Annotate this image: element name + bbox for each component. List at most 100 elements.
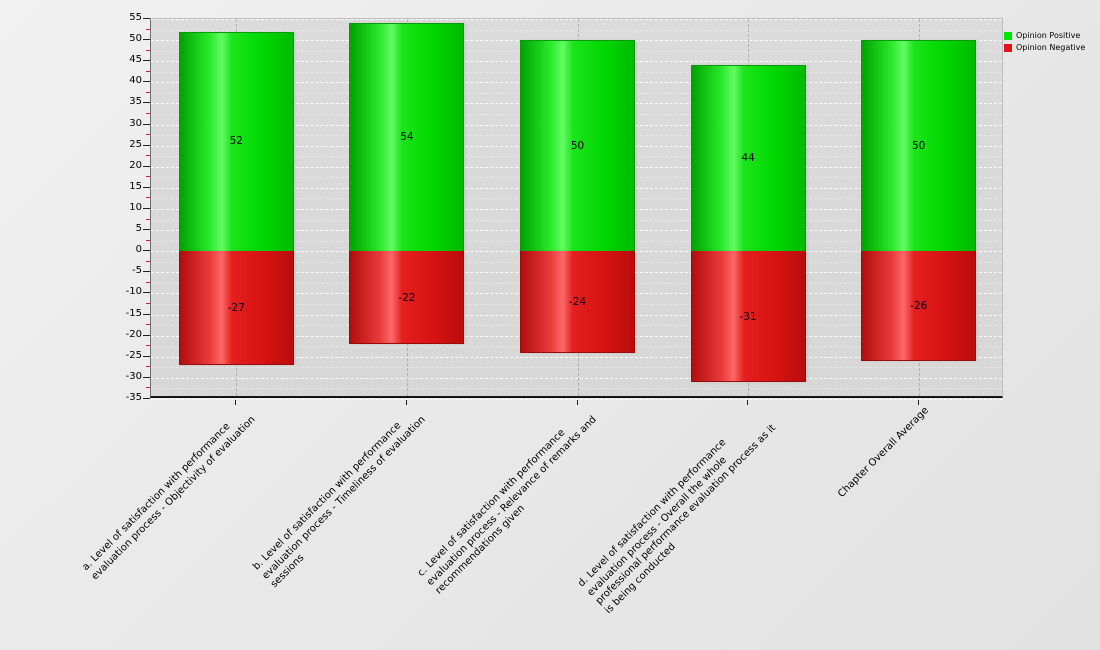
y-axis-tick-label: -30 (125, 370, 142, 382)
y-minor-gridline (151, 388, 1002, 390)
plot-area: 52 -27 54 -22 50 -24 44 -31 50 -26 (150, 18, 1003, 400)
y-gridline (151, 399, 1002, 400)
y-axis-tick (143, 313, 150, 315)
legend-item: Opinion Negative (1004, 43, 1085, 52)
chart-legend: Opinion Positive Opinion Negative (1004, 31, 1085, 55)
legend-item-label: Opinion Negative (1016, 43, 1086, 52)
y-axis-tick (143, 60, 150, 62)
category-label: d. Level of satisfaction with performanc… (575, 422, 778, 616)
bar-value-label: -26 (910, 300, 928, 313)
bar-positive (861, 40, 977, 252)
y-minor-tick (146, 260, 150, 262)
y-axis-tick-label: -10 (125, 286, 142, 298)
bar-value-label: -22 (398, 291, 416, 304)
legend-item-label: Opinion Positive (1016, 31, 1081, 40)
y-minor-tick (146, 70, 150, 72)
y-gridline (151, 19, 1002, 20)
y-axis-tick (143, 334, 150, 336)
y-axis-tick-label: 5 (135, 223, 142, 235)
y-axis-tick-label: 45 (129, 54, 142, 66)
y-minor-tick (146, 197, 150, 199)
y-minor-tick (146, 239, 150, 241)
y-axis-tick-label: 55 (129, 12, 142, 23)
y-minor-tick (146, 387, 150, 389)
y-axis-tick-label: 0 (135, 244, 142, 256)
x-axis-tick (747, 400, 749, 405)
x-axis-tick (405, 400, 407, 405)
y-minor-tick (146, 345, 150, 347)
y-minor-tick (146, 113, 150, 114)
y-axis-tick (143, 355, 150, 357)
legend-swatch (1004, 43, 1012, 52)
bar-negative (690, 251, 806, 383)
y-minor-tick (146, 176, 150, 178)
y-axis-tick-label: -20 (125, 328, 142, 340)
category-label: Chapter Overall Average (835, 405, 931, 500)
y-gridline (151, 377, 1002, 379)
legend-item: Opinion Positive (1004, 31, 1085, 40)
bar-negative (178, 251, 294, 366)
bar-positive (349, 23, 465, 252)
category-label: a. Level of satisfaction with performanc… (80, 413, 257, 582)
y-axis-tick (143, 102, 150, 104)
legend-swatch (1004, 31, 1012, 40)
bar-value-label: 54 (400, 131, 414, 144)
y-minor-gridline (151, 29, 1002, 31)
y-minor-tick (146, 281, 150, 283)
y-minor-tick (146, 91, 150, 93)
y-axis-tick (143, 18, 150, 19)
y-axis-tick (143, 376, 150, 378)
y-minor-tick (146, 366, 150, 368)
y-axis-tick-label: 40 (129, 75, 142, 87)
x-axis-tick (576, 400, 578, 405)
y-axis-tick-label: 50 (129, 33, 142, 45)
y-axis-tick (143, 81, 150, 83)
bar-value-label: 50 (570, 139, 585, 152)
bar-value-label: 44 (741, 152, 755, 165)
bar-positive (178, 31, 294, 252)
y-axis-tick (143, 250, 150, 252)
y-axis-tick (143, 144, 150, 146)
y-minor-tick (146, 303, 150, 304)
y-axis-tick-label: 25 (129, 138, 142, 150)
y-axis-tick-label: -15 (125, 307, 142, 319)
bar-positive (520, 40, 635, 252)
x-axis-tick (917, 400, 919, 405)
y-axis-tick (143, 123, 150, 125)
category-label: b. Level of satisfaction with performanc… (251, 413, 428, 591)
y-axis-tick (143, 208, 150, 209)
y-axis-tick-label: 35 (129, 96, 142, 108)
y-axis-tick-label: 15 (129, 180, 142, 192)
y-axis-tick (143, 165, 150, 167)
y-axis-tick (143, 186, 150, 188)
y-minor-tick (146, 49, 150, 51)
y-axis-tick (143, 229, 150, 231)
category-label: c. Level of satisfaction with performanc… (415, 413, 599, 597)
bar-negative (349, 251, 465, 345)
bar-value-label: -31 (739, 310, 757, 323)
bar-value-label: 50 (912, 139, 926, 152)
y-minor-tick (146, 134, 150, 136)
y-gridline (151, 356, 1002, 358)
y-axis-tick (143, 39, 150, 41)
y-minor-tick (146, 155, 150, 157)
y-axis-tick (143, 292, 150, 294)
y-axis-tick-label: 20 (129, 159, 142, 171)
bar-value-label: -24 (568, 295, 587, 308)
y-minor-tick (146, 218, 150, 220)
y-axis-tick-label: -25 (125, 349, 142, 361)
y-minor-tick (146, 28, 150, 30)
y-axis-tick-label: -35 (125, 392, 142, 403)
y-axis-tick (143, 398, 150, 399)
y-minor-gridline (151, 367, 1002, 369)
y-axis-tick-label: 30 (129, 117, 142, 129)
bar-negative (520, 251, 635, 353)
y-axis-tick-label: -5 (132, 265, 142, 277)
bar-negative (861, 251, 977, 361)
y-minor-tick (146, 324, 150, 326)
x-axis-tick (235, 400, 237, 405)
bar-positive (690, 65, 806, 252)
y-axis-tick (143, 271, 150, 273)
bar-value-label: 52 (229, 135, 243, 148)
